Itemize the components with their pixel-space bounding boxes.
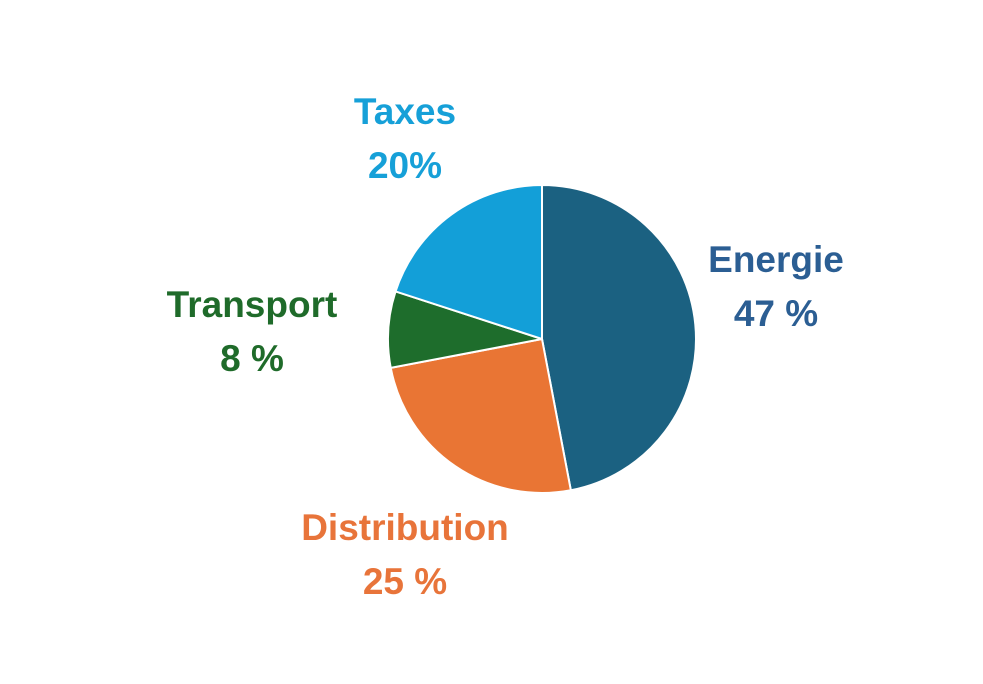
slice-labels: Energie 47 % Distribution 25 % Transport 8 % T… bbox=[167, 91, 844, 602]
slice-label-energie: Energie bbox=[708, 239, 844, 280]
slice-value-transport: 8 % bbox=[220, 338, 284, 379]
pie-slice-energie bbox=[541, 183, 697, 492]
pie-slice-taxes bbox=[394, 183, 543, 341]
slice-value-energie: 47 % bbox=[734, 293, 818, 334]
slice-label-transport: Transport bbox=[167, 284, 338, 325]
slice-value-taxes: 20% bbox=[368, 145, 442, 186]
slice-label-distribution: Distribution bbox=[301, 507, 509, 548]
slice-label-taxes: Taxes bbox=[354, 91, 456, 132]
pie-slices bbox=[387, 183, 697, 494]
pie-slice-distribution bbox=[389, 337, 573, 494]
slice-value-distribution: 25 % bbox=[363, 561, 447, 602]
